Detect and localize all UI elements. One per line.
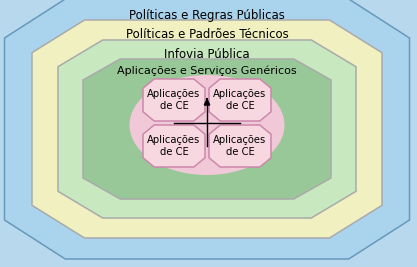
Polygon shape — [209, 79, 271, 121]
Text: Infovia Pública: Infovia Pública — [164, 48, 250, 61]
Text: Aplicações
de CE: Aplicações de CE — [214, 89, 266, 111]
Polygon shape — [209, 125, 271, 167]
Polygon shape — [32, 20, 382, 238]
Polygon shape — [143, 125, 205, 167]
Text: Aplicações
de CE: Aplicações de CE — [214, 135, 266, 157]
Text: Aplicações
de CE: Aplicações de CE — [147, 135, 201, 157]
Polygon shape — [83, 59, 331, 199]
Ellipse shape — [130, 75, 284, 175]
Text: Aplicações
de CE: Aplicações de CE — [147, 89, 201, 111]
Text: Aplicações e Serviços Genéricos: Aplicações e Serviços Genéricos — [117, 66, 297, 76]
Polygon shape — [143, 79, 205, 121]
Text: Políticas e Regras Públicas: Políticas e Regras Públicas — [129, 9, 285, 22]
Text: Políticas e Padrões Técnicos: Políticas e Padrões Técnicos — [126, 29, 289, 41]
Polygon shape — [5, 0, 409, 259]
Polygon shape — [58, 40, 356, 218]
